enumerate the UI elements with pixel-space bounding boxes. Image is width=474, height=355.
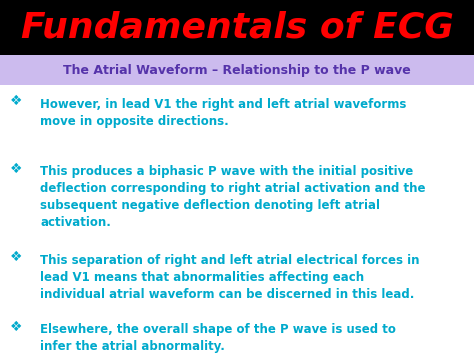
Text: Fundamentals of ECG: Fundamentals of ECG <box>20 11 454 44</box>
Text: Elsewhere, the overall shape of the P wave is used to
infer the atrial abnormali: Elsewhere, the overall shape of the P wa… <box>40 323 396 353</box>
Text: The Atrial Waveform – Relationship to the P wave: The Atrial Waveform – Relationship to th… <box>63 64 411 77</box>
Text: However, in lead V1 the right and left atrial waveforms
move in opposite directi: However, in lead V1 the right and left a… <box>40 98 407 128</box>
Text: ❖: ❖ <box>10 250 23 264</box>
Text: This separation of right and left atrial electrical forces in
lead V1 means that: This separation of right and left atrial… <box>40 254 420 301</box>
Text: ❖: ❖ <box>10 162 23 175</box>
Text: This produces a biphasic P wave with the initial positive
deflection correspondi: This produces a biphasic P wave with the… <box>40 165 426 229</box>
FancyBboxPatch shape <box>0 55 474 85</box>
Text: ❖: ❖ <box>10 94 23 108</box>
FancyBboxPatch shape <box>0 85 474 355</box>
FancyBboxPatch shape <box>0 0 474 55</box>
Text: ❖: ❖ <box>10 320 23 333</box>
